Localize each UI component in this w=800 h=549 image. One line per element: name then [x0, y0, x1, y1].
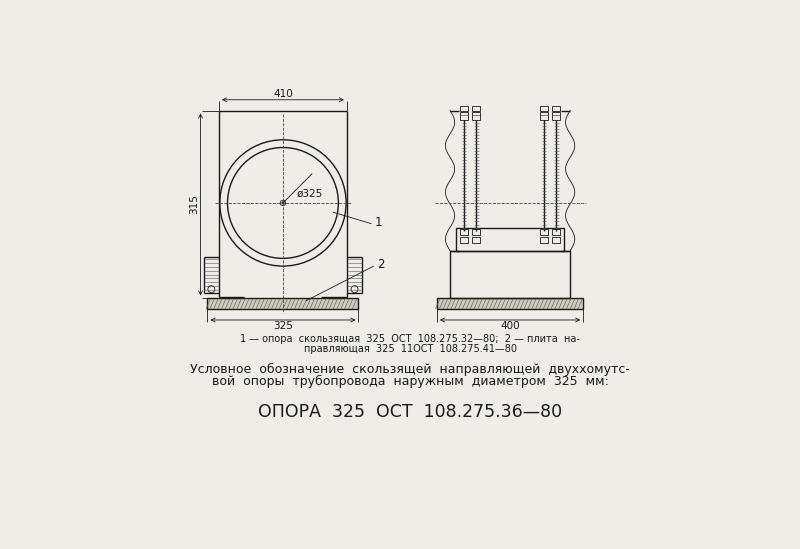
Bar [450, 251, 570, 299]
Bar [540, 112, 548, 120]
Bar [553, 229, 560, 236]
Bar [472, 106, 480, 111]
Bar [460, 229, 468, 236]
Bar [540, 237, 548, 243]
Text: 2: 2 [377, 258, 385, 271]
Bar [472, 112, 480, 120]
Text: ОПОРА  325  ОСТ  108.275.36—80: ОПОРА 325 ОСТ 108.275.36—80 [258, 403, 562, 421]
Bar [553, 112, 560, 120]
Bar [540, 106, 548, 111]
Text: 315: 315 [190, 194, 199, 215]
Bar [437, 299, 583, 309]
Circle shape [282, 202, 284, 204]
Text: правляющая  325  11ОСТ  108.275.41—80: правляющая 325 11ОСТ 108.275.41—80 [303, 344, 517, 354]
Text: Условное  обозначение  скользящей  направляющей  двуххомутс-: Условное обозначение скользящей направля… [190, 363, 630, 376]
Text: 325: 325 [273, 321, 293, 331]
Text: 1 — опора  скользящая  325  ОСТ  108.275.32—80;  2 — плита  на-: 1 — опора скользящая 325 ОСТ 108.275.32—… [240, 334, 580, 344]
Bar [456, 228, 564, 251]
Text: ø325: ø325 [297, 189, 323, 199]
Bar [207, 299, 358, 309]
Bar [460, 112, 468, 120]
Bar [553, 106, 560, 111]
Bar [472, 237, 480, 243]
Bar [460, 106, 468, 111]
Text: 400: 400 [500, 321, 520, 331]
Text: вой  опоры  трубопровода  наружным  диаметром  325  мм:: вой опоры трубопровода наружным диаметро… [211, 376, 609, 389]
Bar [540, 229, 548, 236]
Text: 410: 410 [273, 89, 293, 99]
Text: 1: 1 [374, 216, 382, 229]
Bar [460, 237, 468, 243]
Bar [472, 229, 480, 236]
Bar [553, 237, 560, 243]
